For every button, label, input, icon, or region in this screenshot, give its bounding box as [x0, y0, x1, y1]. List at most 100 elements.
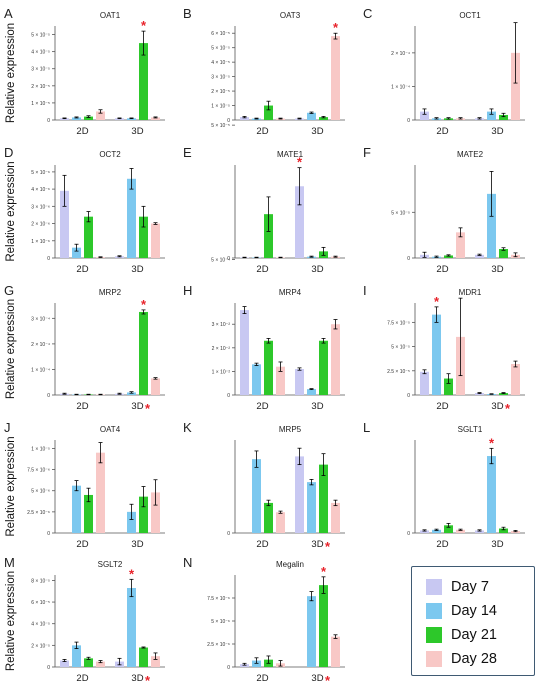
x-tick-label: 2D	[76, 401, 88, 412]
panel-title: MRP2	[99, 288, 122, 297]
y-tick-label: 5 × 10⁻⁵	[211, 123, 230, 129]
panel-letter: G	[4, 283, 14, 298]
x-tick-label: 3D	[491, 264, 503, 275]
x-tick-label: 2D	[436, 126, 448, 137]
y-tick-label: 4 × 10⁻⁵	[31, 50, 50, 56]
x-tick-label: 3D	[491, 539, 503, 550]
y-axis-label: Relative expression	[5, 161, 17, 261]
legend-item-day14: Day 14	[426, 599, 534, 623]
y-tick-label: 1 × 10⁻⁶	[31, 239, 50, 245]
bar	[295, 369, 304, 395]
significance-star: *	[325, 673, 331, 683]
bar	[276, 512, 285, 533]
bar	[487, 456, 496, 533]
x-tick-label: 3D	[311, 264, 323, 275]
bar	[307, 482, 316, 533]
y-tick-label: 0	[47, 531, 50, 537]
bar	[499, 249, 508, 258]
y-axis-label: Relative expression	[5, 299, 17, 399]
bar	[319, 585, 328, 667]
bar	[96, 111, 105, 120]
panel-n: N Megalin 0 2.5 × 10⁻⁶ 5 × 10⁻⁶ 7.5 × 10⁻⁶ 2D 3…	[183, 555, 345, 683]
x-tick-label: 2D	[76, 264, 88, 275]
panel-g: G MRP2 Relative expression 0 1 × 10⁻⁴ 2 × 10⁻…	[4, 283, 165, 416]
bar	[127, 178, 136, 258]
y-tick-label: 5 × 10⁻⁵	[391, 210, 410, 216]
bar	[84, 494, 93, 533]
bar	[252, 459, 261, 533]
y-tick-label: 0	[407, 393, 410, 399]
y-tick-label: 5 × 10⁻⁵	[391, 345, 410, 351]
bar	[96, 661, 105, 667]
bar	[240, 310, 249, 395]
bar	[72, 247, 81, 258]
bar	[139, 496, 148, 533]
legend: Day 7 Day 14 Day 21 Day 28	[411, 566, 535, 676]
bar	[420, 371, 429, 395]
bar	[319, 117, 328, 120]
legend-swatch	[426, 603, 442, 619]
y-tick-label: 6 × 10⁻⁵	[31, 600, 50, 606]
panel-title: MDR1	[459, 288, 482, 297]
x-tick-label: 2D	[76, 539, 88, 550]
bar	[252, 364, 261, 395]
bar	[331, 502, 340, 533]
legend-item-day28: Day 28	[426, 647, 534, 671]
y-tick-label: 2.5 × 10⁻⁶	[27, 510, 50, 516]
panel-letter: K	[183, 420, 192, 435]
x-tick-label: 2D	[76, 126, 88, 137]
bar	[331, 636, 340, 667]
y-axis-label: Relative expression	[5, 571, 17, 671]
significance-star: *	[141, 297, 147, 312]
panel-title: SGLT2	[98, 560, 123, 569]
y-tick-label: 0	[407, 118, 410, 124]
x-tick-label: 3D	[131, 673, 143, 683]
bar	[331, 36, 340, 120]
legend-swatch	[426, 651, 442, 667]
significance-star: *	[333, 20, 339, 35]
panel-letter: A	[4, 6, 13, 21]
panel-letter: H	[183, 283, 192, 298]
y-tick-label: 7.5 × 10⁻⁶	[27, 468, 50, 474]
panel-letter: D	[4, 145, 13, 160]
y-tick-label: 0	[407, 531, 410, 537]
panel-letter: N	[183, 555, 192, 570]
x-tick-label: 3D	[311, 539, 323, 550]
bar	[96, 452, 105, 533]
y-axis-label: Relative expression	[5, 23, 17, 123]
panel-title: OAT4	[100, 425, 121, 434]
y-tick-label: 2 × 10⁻⁵	[31, 84, 50, 90]
bar	[127, 511, 136, 533]
y-tick-label: 0	[47, 665, 50, 671]
x-tick-label: 2D	[256, 126, 268, 137]
bar	[151, 492, 160, 533]
bar	[487, 111, 496, 120]
bar	[60, 190, 69, 258]
y-tick-label: 4 × 10⁻⁵	[31, 622, 50, 628]
legend-swatch	[426, 579, 442, 595]
bar	[60, 660, 69, 667]
panel-letter: I	[363, 283, 367, 298]
bar	[511, 52, 520, 120]
y-axis-label: Relative expression	[5, 436, 17, 536]
bar	[127, 392, 136, 395]
panel-m: M SGLT2 Relative expression 0 2 × 10⁻⁵ 4 × 10…	[4, 555, 165, 683]
bar	[151, 223, 160, 258]
y-tick-label: 0	[227, 256, 230, 262]
bar	[264, 340, 273, 395]
y-tick-label: 5 × 10⁻⁵	[31, 33, 50, 39]
significance-star: *	[434, 294, 440, 309]
y-tick-label: 7.5 × 10⁻⁶	[207, 596, 230, 602]
panel-b: B OAT3 0 1 × 10⁻⁵ 2 × 10⁻⁵ 3 × 10⁻⁵ 4 × 10⁻⁵ 5 …	[183, 6, 345, 137]
bar	[499, 393, 508, 395]
y-tick-label: 6 × 10⁻⁵	[211, 31, 230, 37]
panel-title: OCT1	[459, 11, 481, 20]
y-tick-label: 1 × 10⁻⁵	[211, 104, 230, 110]
significance-star: *	[489, 435, 495, 450]
y-tick-label: 1 × 10⁻⁴	[391, 84, 410, 90]
legend-label: Day 28	[451, 651, 497, 667]
